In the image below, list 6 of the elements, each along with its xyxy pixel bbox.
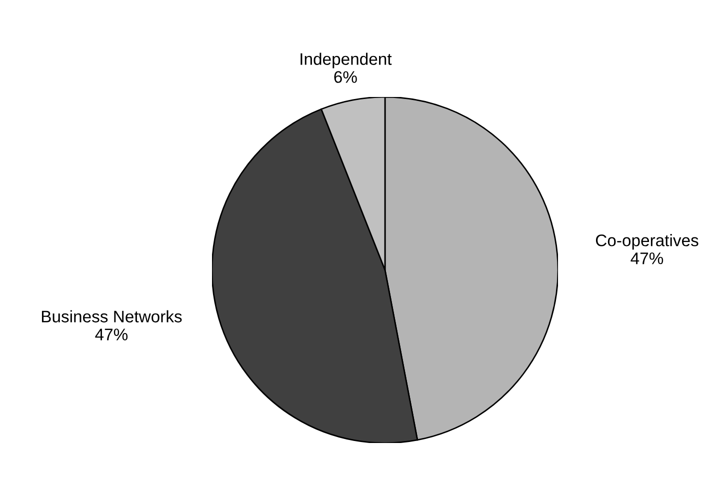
slice-label: Co-operatives: [596, 234, 698, 250]
data-label: 47%: [95, 328, 128, 340]
slice-label: Independent: [300, 52, 392, 68]
data-label: 47%: [630, 252, 664, 264]
data-label: 6%: [334, 71, 357, 83]
slice-label: Business Networks: [42, 310, 182, 322]
